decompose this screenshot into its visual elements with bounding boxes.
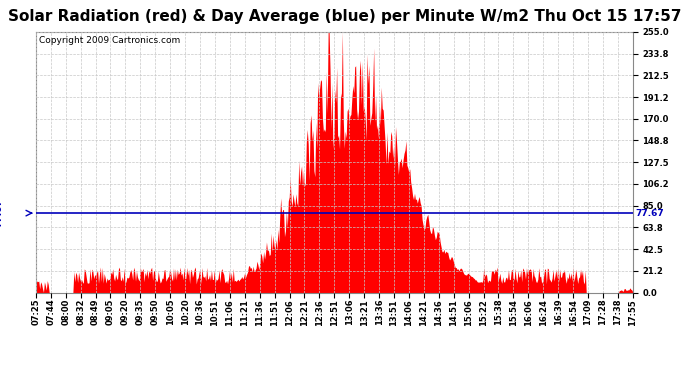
Text: 77.67: 77.67 xyxy=(0,199,3,228)
Text: 77.67: 77.67 xyxy=(635,209,664,218)
Text: Copyright 2009 Cartronics.com: Copyright 2009 Cartronics.com xyxy=(39,36,180,45)
Text: Solar Radiation (red) & Day Average (blue) per Minute W/m2 Thu Oct 15 17:57: Solar Radiation (red) & Day Average (blu… xyxy=(8,9,682,24)
